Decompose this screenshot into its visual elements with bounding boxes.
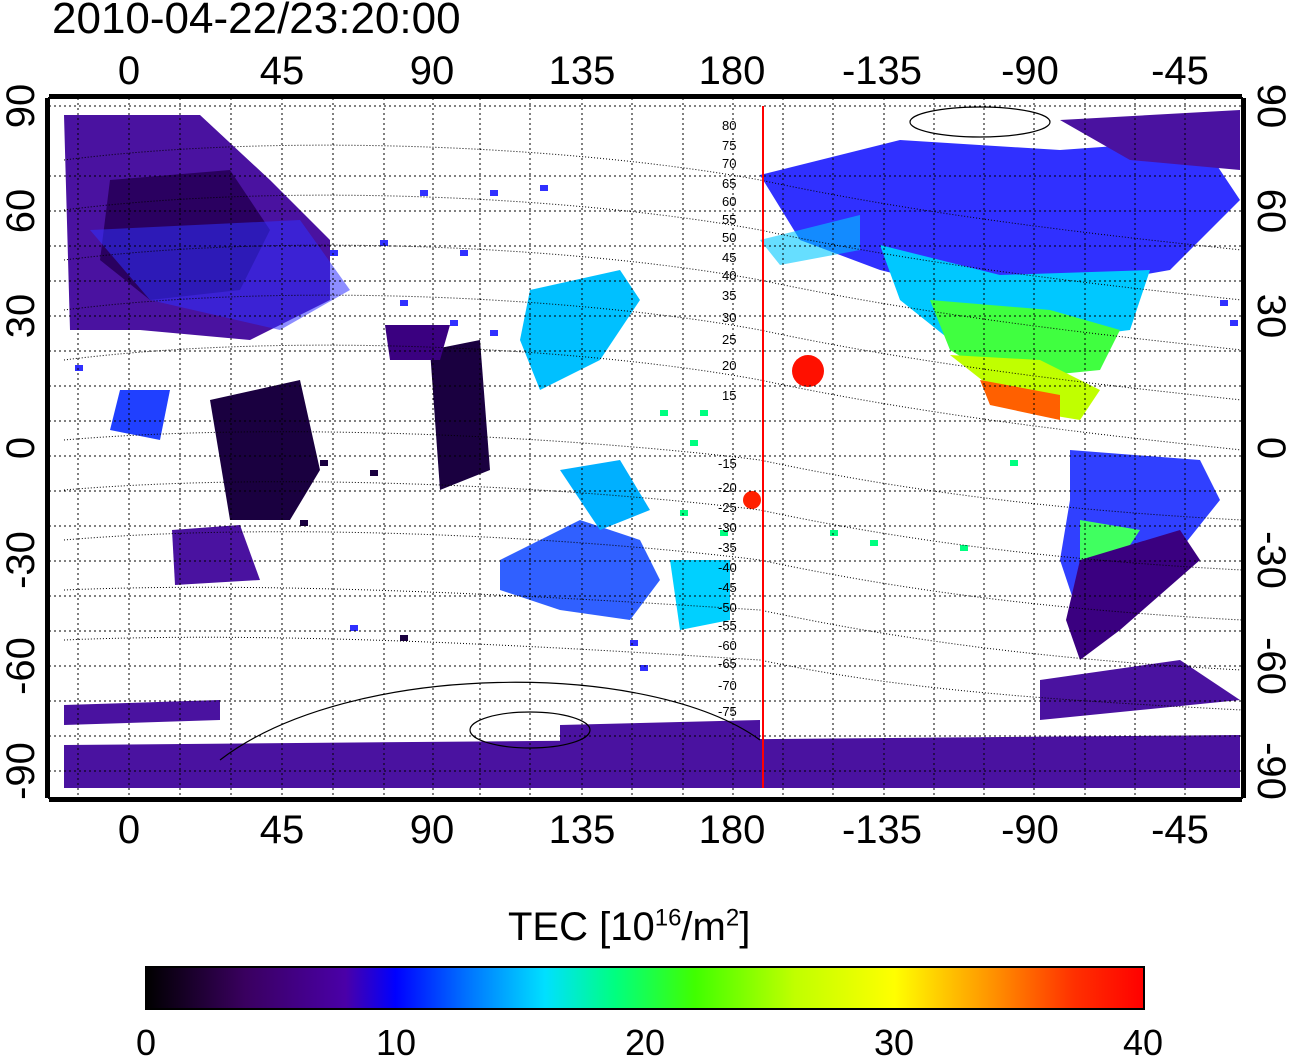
frame-ticks [45, 94, 1246, 802]
tec-region-north-america [760, 140, 1240, 300]
top-lon-tick: 135 [549, 49, 616, 93]
tec-region-antarctica [64, 735, 1240, 788]
contour-label: 20 [722, 358, 736, 373]
timestamp: 2010-04-22/23:20:00 [52, 0, 461, 43]
contour-label: -35 [718, 540, 737, 555]
contour-label: 60 [722, 194, 736, 209]
bottom-lon-tick: -135 [842, 808, 922, 852]
colorbar-tick: 30 [873, 1022, 915, 1063]
contour-label: -15 [718, 456, 737, 471]
contour-label: 50 [722, 230, 736, 245]
right-lat-tick: 60 [1249, 189, 1292, 234]
contour-label: -75 [718, 704, 737, 719]
top-lon-ticks: 0 45 90 135 180 -135 -90 -45 [118, 49, 1209, 93]
top-lon-tick: 0 [118, 49, 140, 93]
bottom-lon-tick: 90 [410, 808, 455, 852]
contour-labels-north: 80 75 70 65 60 55 50 45 40 35 30 25 20 1… [722, 118, 736, 403]
right-lat-tick: -30 [1249, 531, 1292, 589]
bottom-lon-ticks: 0 45 90 135 180 -135 -90 -45 [118, 808, 1209, 852]
magnetic-contours [63, 144, 1242, 711]
contour-label: 30 [722, 310, 736, 325]
left-lat-tick: -30 [0, 531, 43, 589]
contour-label: 25 [722, 332, 736, 347]
colorbar-title: TEC [1016/m2] [508, 904, 751, 949]
contour-label: 80 [722, 118, 736, 133]
right-lat-ticks: 90 60 30 0 -30 -60 -90 [1249, 84, 1292, 800]
right-lat-tick: 90 [1249, 84, 1292, 129]
contour-label: 45 [722, 250, 736, 265]
bottom-lon-tick: -45 [1151, 808, 1209, 852]
top-lon-tick: -45 [1151, 49, 1209, 93]
contour-label: 55 [722, 212, 736, 227]
contour-label: -25 [718, 500, 737, 515]
contour-label: 35 [722, 288, 736, 303]
contour-label: -20 [718, 480, 737, 495]
right-lat-tick: 30 [1249, 294, 1292, 339]
tec-data [64, 110, 1240, 788]
contour-label: -40 [718, 560, 737, 575]
contour-label: 75 [722, 138, 736, 153]
tec-region-australia [500, 520, 660, 620]
right-lat-tick: -60 [1249, 637, 1292, 695]
contour-label: -65 [718, 656, 737, 671]
colorbar [145, 966, 1145, 1010]
contour-label: -45 [718, 580, 737, 595]
contour-label: -60 [718, 638, 737, 653]
top-lon-tick: -135 [842, 49, 922, 93]
left-lat-tick: 30 [0, 294, 43, 339]
right-lat-tick: -90 [1249, 742, 1292, 800]
contour-label: 65 [722, 176, 736, 191]
top-lon-tick: 90 [410, 49, 455, 93]
contour-labels-south: -15 -20 -25 -30 -35 -40 -45 -50 -55 -60 … [718, 456, 737, 719]
colorbar-tick: 40 [1122, 1022, 1164, 1063]
colorbar-tick: 20 [624, 1022, 666, 1063]
left-lat-tick: 0 [0, 437, 43, 459]
bottom-lon-tick: 0 [118, 808, 140, 852]
bottom-lon-tick: 45 [260, 808, 305, 852]
left-lat-tick: 60 [0, 189, 43, 234]
contour-label: -70 [718, 678, 737, 693]
top-lon-tick: 180 [699, 49, 766, 93]
map-grid [49, 98, 1242, 798]
contour-label: -55 [718, 618, 737, 633]
top-lon-tick: -90 [1001, 49, 1059, 93]
bottom-lon-tick: 180 [699, 808, 766, 852]
contour-label: 70 [722, 156, 736, 171]
magnetic-pole-contours [219, 106, 1051, 761]
left-lat-tick: 90 [0, 84, 43, 129]
left-lat-ticks: 90 60 30 0 -30 -60 -90 [0, 84, 43, 800]
contour-label: 40 [722, 268, 736, 283]
colorbar-tick: 10 [375, 1022, 417, 1063]
left-lat-tick: -60 [0, 637, 43, 695]
colorbar-tick: 0 [135, 1022, 157, 1063]
bottom-lon-tick: -90 [1001, 808, 1059, 852]
tec-hotspot-hawaii [792, 355, 824, 387]
top-lon-tick: 45 [260, 49, 305, 93]
left-lat-tick: -90 [0, 742, 43, 800]
contour-label: -50 [718, 600, 737, 615]
contour-label: 15 [722, 388, 736, 403]
bottom-lon-tick: 135 [549, 808, 616, 852]
contour-label: -30 [718, 520, 737, 535]
right-lat-tick: 0 [1249, 437, 1292, 459]
